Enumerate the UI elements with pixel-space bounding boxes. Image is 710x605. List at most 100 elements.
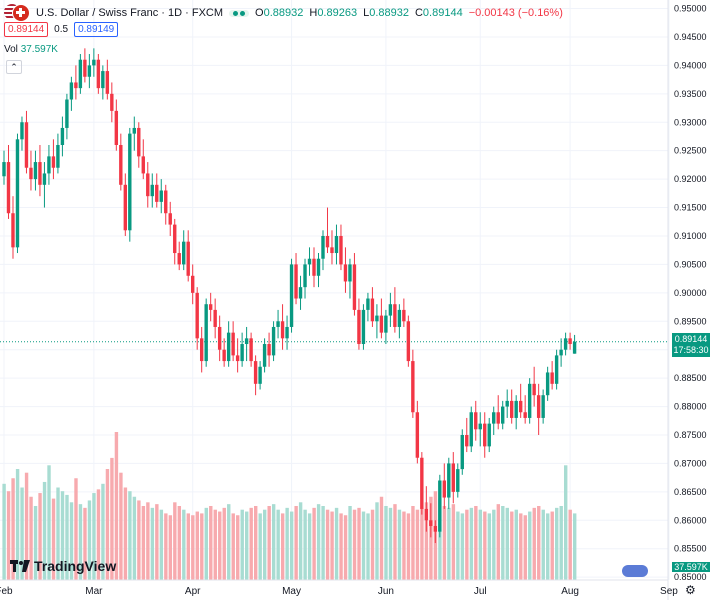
time-tick-label: Jun [378, 586, 394, 597]
us-flag-icon[interactable] [622, 565, 648, 577]
candle-body [298, 287, 303, 299]
price-tick-label: 0.93500 [674, 89, 707, 99]
candle-body [226, 332, 231, 362]
volume-bar [343, 515, 348, 580]
volume-bar [236, 515, 240, 580]
candle-body [105, 71, 110, 94]
volume-bar [227, 504, 231, 580]
volume-bar [213, 509, 217, 580]
candle-body [429, 520, 433, 526]
volume-bar [361, 511, 366, 580]
volume-bar [537, 506, 541, 580]
volume-bar [209, 506, 213, 580]
market-status-icon[interactable] [229, 9, 250, 17]
low-value: 0.88932 [369, 7, 409, 19]
volume-bar [191, 515, 195, 580]
price-tick-label: 0.94000 [674, 60, 707, 70]
candle-body [78, 59, 83, 89]
tradingview-logo[interactable]: TradingView [10, 558, 116, 574]
candle-body [101, 71, 105, 89]
volume-bar [78, 504, 83, 580]
volume-bar [559, 506, 563, 580]
candle-body [343, 264, 348, 282]
volume-bar [546, 513, 550, 580]
buy-button[interactable]: 0.89149 [74, 22, 119, 37]
symbol-title[interactable]: U.S. Dollar / Swiss Franc · 1D · FXCM [36, 7, 224, 19]
volume-bar [420, 507, 424, 580]
volume-bar [47, 465, 51, 580]
current-price-label: 0.89144 17:58:30 [672, 333, 710, 357]
candle-body [150, 184, 154, 197]
volume-bar [60, 491, 65, 580]
candle-body [501, 406, 505, 424]
volume-bar [406, 513, 411, 580]
candle-body [352, 264, 357, 310]
volume-bar [474, 506, 478, 580]
candle-body [38, 162, 42, 185]
volume-bar [501, 506, 505, 580]
candle-body [289, 264, 294, 327]
volume-bar [568, 509, 572, 580]
volume-bar [110, 457, 114, 580]
candle-body [11, 213, 15, 248]
volume-bar [496, 504, 501, 580]
candle-body [15, 139, 20, 248]
volume-bar [267, 506, 271, 580]
price-tick-label: 0.87500 [674, 430, 707, 440]
candle-body [433, 525, 438, 532]
volume-bar [451, 504, 456, 580]
volume-bar [285, 507, 289, 580]
volume-bar [15, 469, 20, 580]
candle-body [393, 304, 397, 327]
candle-body [379, 315, 384, 333]
volume-bar [442, 506, 447, 580]
candle-body [20, 122, 24, 140]
gear-icon[interactable]: ⚙ [685, 583, 696, 597]
volume-bar [195, 511, 199, 580]
candle-body [110, 93, 114, 111]
volume-bar [555, 507, 559, 580]
volume-bar [429, 496, 433, 580]
chevron-up-icon[interactable]: ⌃ [6, 60, 22, 74]
candle-body [527, 383, 532, 418]
volume-bar [29, 496, 33, 580]
volume-bar [564, 465, 568, 580]
volume-bar [271, 504, 276, 580]
volume-bar [249, 507, 253, 580]
price-tick-label: 0.92000 [674, 174, 707, 184]
volume-bar [87, 500, 92, 580]
candle-body [2, 162, 6, 177]
candle-body [92, 59, 96, 66]
candle-body [545, 372, 550, 396]
candle-body [415, 412, 420, 458]
candle-body [460, 435, 464, 470]
volume-bar [438, 498, 442, 580]
volume-bar [254, 506, 258, 580]
candle-body [159, 190, 163, 202]
sell-button[interactable]: 0.89144 [4, 22, 49, 37]
volume-bar [312, 507, 316, 580]
volume-legend[interactable]: Vol 37.597K [4, 44, 58, 55]
candle-body [420, 457, 424, 509]
time-tick-label: Feb [0, 586, 13, 597]
volume-bar [159, 509, 164, 580]
candle-body [554, 355, 559, 384]
trade-panel: 0.89144 0.5 0.89149 [4, 22, 119, 37]
spread-value: 0.5 [54, 24, 69, 35]
price-tick-label: 0.85000 [674, 572, 707, 582]
volume-bar [294, 506, 298, 580]
candle-body [276, 321, 280, 327]
candle-body [60, 127, 65, 145]
candle-body [168, 213, 172, 225]
symbol-flags-icon[interactable] [4, 4, 30, 22]
candle-body [249, 338, 253, 362]
time-tick-label: Sep [660, 586, 678, 597]
volume-bar [330, 511, 334, 580]
candle-body [213, 309, 217, 327]
volume-bar [69, 502, 74, 580]
candle-body [204, 304, 208, 362]
candle-body [294, 264, 298, 299]
candle-body [146, 173, 150, 197]
